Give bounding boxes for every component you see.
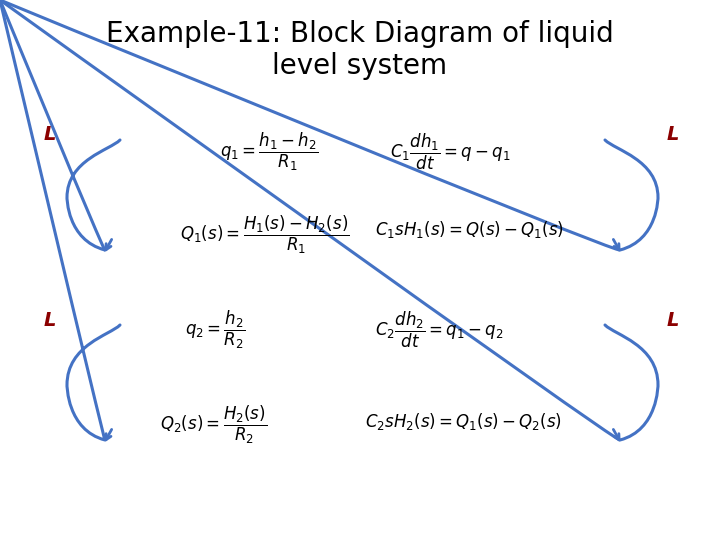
Text: $C_1 s H_1(s) = Q(s) - Q_1(s)$: $C_1 s H_1(s) = Q(s) - Q_1(s)$ bbox=[375, 219, 564, 240]
Text: Example-11: Block Diagram of liquid
level system: Example-11: Block Diagram of liquid leve… bbox=[106, 20, 614, 80]
Text: L: L bbox=[44, 125, 56, 145]
Text: $q_1 = \dfrac{h_1 - h_2}{R_1}$: $q_1 = \dfrac{h_1 - h_2}{R_1}$ bbox=[220, 131, 318, 173]
Text: $C_1\dfrac{dh_1}{dt} = q - q_1$: $C_1\dfrac{dh_1}{dt} = q - q_1$ bbox=[390, 132, 511, 172]
Text: $C_2 s H_2(s) = Q_1(s) - Q_2(s)$: $C_2 s H_2(s) = Q_1(s) - Q_2(s)$ bbox=[365, 411, 562, 433]
Text: L: L bbox=[667, 125, 679, 145]
Text: $Q_2(s) = \dfrac{H_2(s)}{R_2}$: $Q_2(s) = \dfrac{H_2(s)}{R_2}$ bbox=[160, 404, 267, 446]
Text: L: L bbox=[667, 310, 679, 329]
Text: $q_2 = \dfrac{h_2}{R_2}$: $q_2 = \dfrac{h_2}{R_2}$ bbox=[185, 309, 246, 351]
Text: $C_2\dfrac{dh_2}{dt} = q_1 - q_2$: $C_2\dfrac{dh_2}{dt} = q_1 - q_2$ bbox=[375, 310, 504, 350]
Text: L: L bbox=[44, 310, 56, 329]
Text: $Q_1(s) = \dfrac{H_1(s) - H_2(s)}{R_1}$: $Q_1(s) = \dfrac{H_1(s) - H_2(s)}{R_1}$ bbox=[180, 214, 349, 256]
